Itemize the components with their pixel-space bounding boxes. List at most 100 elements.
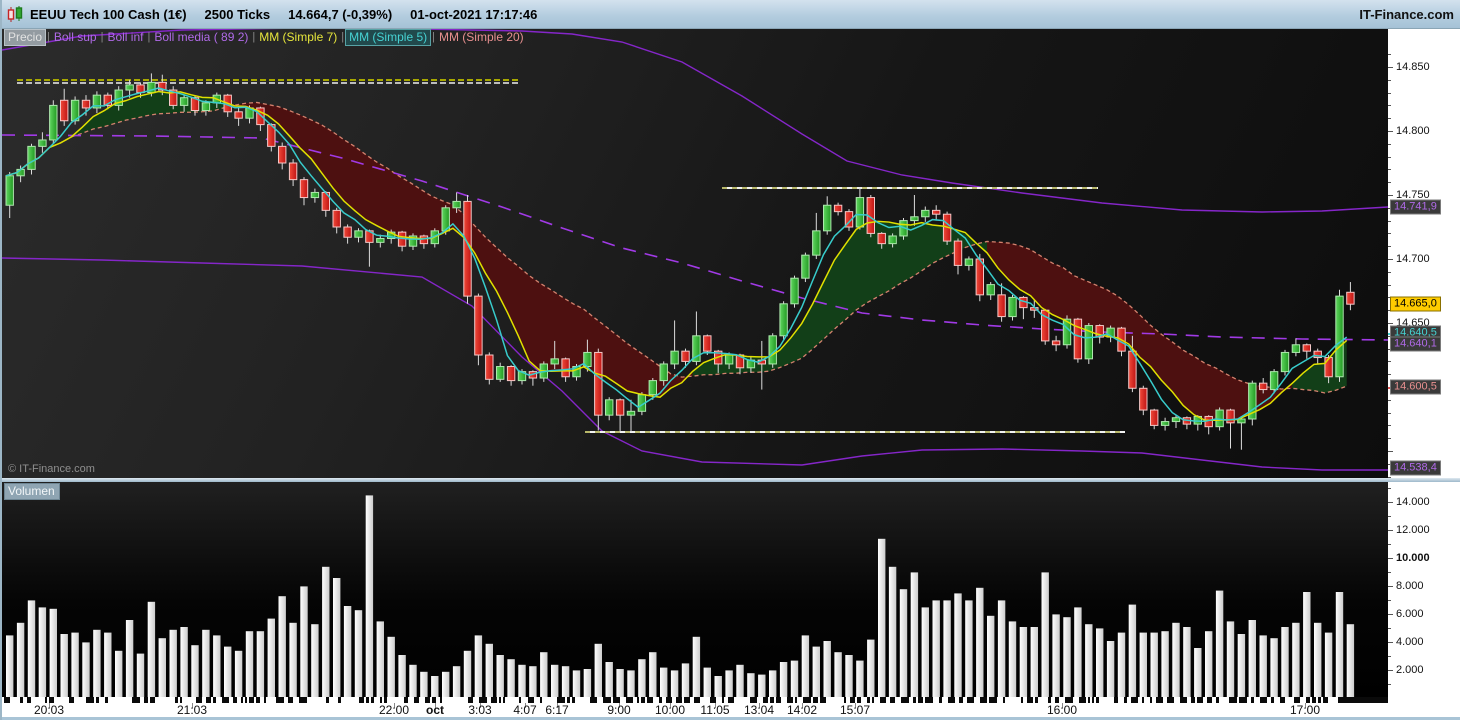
time-axis-minor-tick	[299, 697, 307, 703]
volume-bar	[452, 666, 461, 697]
indicator-chip-mm-simple-5[interactable]: MM (Simple 5)	[345, 28, 432, 46]
time-axis[interactable]: 20:03 21:03 22:00 oct 3:03 4:07 6:17 9:00 10:00 1…	[2, 697, 1388, 717]
time-axis-label: 6:17	[545, 703, 569, 717]
volume-bar	[779, 662, 788, 697]
candle-bullish	[408, 235, 418, 247]
time-axis-tick	[435, 703, 436, 708]
candle-bullish	[125, 84, 134, 91]
panel-separator[interactable]	[2, 478, 1460, 482]
candle-bullish	[823, 204, 832, 232]
volume-bar	[921, 607, 929, 697]
time-axis-minor-tick	[491, 697, 497, 703]
price-axis-tick	[1388, 92, 1391, 94]
time-axis-minor-tick	[1306, 697, 1310, 703]
candle-bullish	[1237, 418, 1246, 424]
time-axis-tick	[480, 703, 481, 708]
indicator-chip-boll-sup[interactable]: Boll sup	[53, 29, 97, 44]
time-axis-minor-tick	[948, 697, 955, 703]
candle-bullish	[310, 191, 320, 199]
time-axis-minor-tick	[1180, 697, 1187, 703]
brand-label: IT-Finance.com	[1359, 6, 1454, 22]
time-axis-minor-tick	[175, 697, 178, 703]
candle-bullish	[376, 238, 385, 243]
time-axis-minor-tick	[850, 697, 855, 703]
time-axis-minor-tick	[676, 697, 682, 703]
volume-bar	[703, 667, 711, 697]
window-bottom-edge	[2, 717, 1460, 720]
volume-bar	[387, 636, 395, 697]
time-axis-minor-tick	[4, 697, 10, 703]
time-axis-minor-tick	[787, 697, 793, 703]
volume-pane[interactable]: Volumen	[2, 482, 1388, 697]
time-axis-minor-tick	[803, 697, 811, 703]
candle-bearish	[60, 99, 69, 122]
time-axis-minor-tick	[1035, 697, 1038, 703]
volume-indicator-chip[interactable]: Volumen	[4, 483, 60, 500]
time-axis-minor-tick	[1114, 697, 1118, 703]
time-axis-minor-tick	[425, 697, 430, 703]
candle-bullish	[179, 97, 189, 106]
volume-bar	[725, 670, 733, 697]
time-axis-minor-tick	[69, 697, 74, 703]
volume-bar	[540, 652, 548, 697]
ma-cloud-bullish	[692, 221, 987, 377]
time-axis-minor-tick	[499, 697, 501, 703]
time-axis-minor-tick	[1055, 697, 1059, 703]
time-axis-minor-tick	[659, 697, 662, 703]
volume-bar	[1226, 621, 1235, 697]
time-axis-minor-tick	[49, 697, 54, 703]
candle-bullish	[201, 102, 211, 112]
chip-separator: |	[341, 30, 345, 43]
candle-bullish	[964, 258, 974, 266]
time-axis-minor-tick	[20, 697, 23, 703]
volume-chart-canvas[interactable]	[2, 482, 1388, 697]
time-axis-minor-tick	[276, 697, 284, 703]
volume-bar	[583, 669, 592, 697]
chip-separator: |	[252, 30, 256, 43]
time-axis-minor-tick	[1216, 697, 1219, 703]
candle-bearish	[278, 145, 287, 164]
indicator-chip-boll-media-89-2[interactable]: Boll media ( 89 2)	[154, 29, 249, 44]
candle-bearish	[703, 335, 712, 352]
volume-bar	[289, 622, 297, 697]
volume-bar	[1106, 641, 1115, 697]
volume-bar	[681, 663, 690, 697]
volume-bar	[997, 600, 1006, 697]
volume-bar	[125, 620, 134, 697]
volume-axis-label: 14.000	[1396, 496, 1430, 508]
price-chart-canvas[interactable]	[2, 29, 1388, 478]
candle-bullish	[550, 358, 559, 365]
indicator-chip-mm-simple-7[interactable]: MM (Simple 7)	[259, 29, 338, 44]
volume-bar	[1117, 632, 1126, 697]
price-axis-tick	[1388, 143, 1391, 145]
time-axis-minor-tick	[750, 697, 757, 703]
volume-bar	[823, 641, 831, 697]
time-axis-minor-tick	[1294, 697, 1300, 703]
volume-bar	[180, 627, 188, 697]
volume-bar	[147, 601, 156, 697]
candle-bearish	[997, 294, 1006, 318]
indicator-chip-boll-inf[interactable]: Boll inf	[107, 29, 144, 44]
time-axis-label: oct	[426, 703, 444, 717]
volume-bar	[507, 659, 515, 697]
price-axis[interactable]: 14.850 14.800 14.750 14.700 14.650 14.000 12.0…	[1388, 29, 1460, 717]
candle-bullish	[1084, 325, 1093, 360]
volume-bar	[420, 671, 428, 697]
time-axis-minor-tick	[694, 697, 700, 703]
price-axis-tick	[1388, 259, 1393, 260]
chip-separator: |	[432, 30, 435, 43]
indicator-chip-mm-simple-20[interactable]: MM (Simple 20)	[438, 29, 524, 44]
volume-axis-tick	[1388, 628, 1391, 629]
time-axis-label: 15:07	[839, 703, 871, 717]
volume-axis-tick	[1388, 684, 1391, 685]
time-axis-minor-tick	[1338, 697, 1344, 703]
time-axis-label: 16:00	[1046, 703, 1078, 717]
volume-bar	[224, 646, 232, 697]
time-axis-minor-tick	[249, 697, 254, 703]
time-axis-minor-tick	[613, 697, 620, 703]
price-axis-tick	[1388, 54, 1391, 56]
price-badge: 14.538,4	[1390, 460, 1441, 476]
time-axis-minor-tick	[1003, 697, 1005, 703]
price-axis-label: 14.800	[1396, 125, 1430, 137]
indicator-chip-precio[interactable]: Precio	[4, 28, 47, 46]
